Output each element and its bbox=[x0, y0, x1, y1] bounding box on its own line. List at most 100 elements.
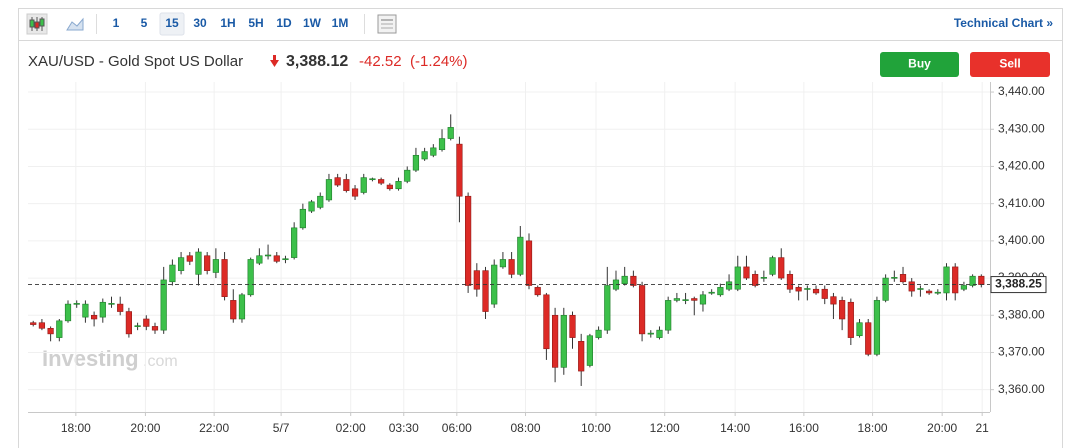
candle-body bbox=[847, 301, 854, 338]
candle-body bbox=[177, 257, 185, 271]
candle-body bbox=[508, 259, 515, 275]
candle-body bbox=[908, 281, 915, 292]
candle-body bbox=[865, 322, 872, 355]
candle-body bbox=[691, 298, 698, 301]
candle-body bbox=[734, 266, 741, 290]
candle-body bbox=[317, 195, 324, 208]
interval-button[interactable]: 1W bbox=[303, 16, 322, 30]
candle-body bbox=[378, 179, 385, 184]
buy-label[interactable]: Buy bbox=[908, 57, 931, 71]
candle-body bbox=[656, 329, 663, 338]
candle-body bbox=[882, 277, 889, 301]
candle-body bbox=[812, 288, 820, 294]
candle-body bbox=[891, 277, 898, 279]
sell-label[interactable]: Sell bbox=[999, 57, 1020, 71]
interval-button[interactable]: 1H bbox=[220, 16, 235, 30]
candle-body bbox=[839, 300, 846, 320]
candle-body bbox=[334, 177, 341, 186]
candle-body bbox=[943, 266, 950, 294]
candle-body bbox=[230, 300, 237, 320]
x-tick-label: 02:00 bbox=[336, 421, 366, 435]
candle-body bbox=[778, 257, 785, 279]
candle-body bbox=[517, 236, 524, 275]
candle-body bbox=[299, 208, 306, 229]
interval-button[interactable]: 1M bbox=[332, 16, 349, 30]
candle-body bbox=[482, 270, 489, 312]
y-tick-label: 3,400.00 bbox=[998, 233, 1045, 247]
candle-body bbox=[465, 195, 472, 286]
candle-type-icon[interactable] bbox=[26, 13, 48, 35]
last-price: 3,388.12 bbox=[286, 53, 348, 70]
interval-button[interactable]: 5 bbox=[141, 16, 148, 30]
candle-body bbox=[934, 291, 941, 294]
candle-body bbox=[647, 332, 654, 335]
candle-body bbox=[160, 279, 167, 331]
candle-body bbox=[586, 335, 593, 366]
candle-body bbox=[821, 288, 828, 299]
candle-body bbox=[578, 341, 585, 372]
candle-body bbox=[273, 255, 280, 262]
candle-body bbox=[473, 270, 480, 290]
interval-button[interactable]: 5H bbox=[248, 16, 263, 30]
x-tick-label: 14:00 bbox=[720, 421, 750, 435]
candle-body bbox=[760, 277, 767, 279]
price-change-percent: (-1.24%) bbox=[410, 53, 468, 70]
candle-body bbox=[752, 274, 759, 286]
candle-body bbox=[99, 301, 106, 318]
candle-body bbox=[725, 281, 733, 290]
candle-body bbox=[830, 296, 837, 305]
y-tick-label: 3,380.00 bbox=[998, 307, 1045, 321]
interval-button[interactable]: 15 bbox=[165, 16, 179, 30]
y-tick-label: 3,370.00 bbox=[998, 345, 1045, 359]
candle-body bbox=[125, 311, 132, 335]
sell-button[interactable]: Sell bbox=[970, 52, 1050, 77]
candle-body bbox=[899, 274, 907, 283]
y-tick-label: 3,430.00 bbox=[998, 121, 1045, 135]
candle-body bbox=[856, 322, 863, 337]
candle-body bbox=[430, 147, 437, 156]
candle-body bbox=[169, 264, 176, 283]
candle-body bbox=[717, 287, 724, 296]
watermark-brand: Investing bbox=[42, 346, 139, 371]
candle-body bbox=[595, 329, 602, 338]
interval-button[interactable]: 1D bbox=[276, 16, 292, 30]
candle-body bbox=[456, 143, 463, 197]
settings-icon[interactable] bbox=[377, 14, 397, 34]
candle-body bbox=[256, 255, 263, 264]
candle-body bbox=[221, 259, 228, 297]
candle-body bbox=[917, 288, 924, 290]
interval-button[interactable]: 30 bbox=[193, 16, 207, 30]
candle-body bbox=[117, 303, 124, 312]
area-type-icon[interactable] bbox=[66, 17, 84, 31]
x-tick-label: 16:00 bbox=[789, 421, 819, 435]
candle-body bbox=[343, 179, 350, 191]
candle-body bbox=[134, 325, 141, 327]
candle-body bbox=[204, 255, 211, 271]
candle-body bbox=[969, 275, 976, 286]
candle-body bbox=[673, 298, 680, 301]
candle-body bbox=[404, 169, 411, 182]
candle-body bbox=[743, 266, 750, 279]
candle-body bbox=[699, 294, 707, 305]
x-tick-label: 06:00 bbox=[442, 421, 472, 435]
buy-button[interactable]: Buy bbox=[880, 52, 959, 77]
x-tick-label: 22:00 bbox=[199, 421, 229, 435]
candle-body bbox=[534, 287, 541, 296]
candle-body bbox=[499, 259, 507, 268]
interval-button[interactable]: 1 bbox=[113, 16, 120, 30]
x-tick-label: 10:00 bbox=[581, 421, 611, 435]
candle-body bbox=[395, 181, 402, 190]
candle-body bbox=[621, 275, 628, 284]
y-tick-label: 3,360.00 bbox=[998, 382, 1045, 396]
candle-body bbox=[438, 138, 446, 151]
x-tick-label: 18:00 bbox=[61, 421, 91, 435]
x-tick-label: 03:30 bbox=[389, 421, 419, 435]
technical-chart-link[interactable]: Technical Chart » bbox=[954, 16, 1053, 30]
candle-body bbox=[247, 259, 254, 296]
candle-body bbox=[351, 188, 359, 197]
candle-body bbox=[873, 300, 881, 355]
watermark-suffix: .com bbox=[143, 353, 178, 370]
candle-body bbox=[447, 127, 454, 139]
candle-body bbox=[282, 258, 289, 261]
